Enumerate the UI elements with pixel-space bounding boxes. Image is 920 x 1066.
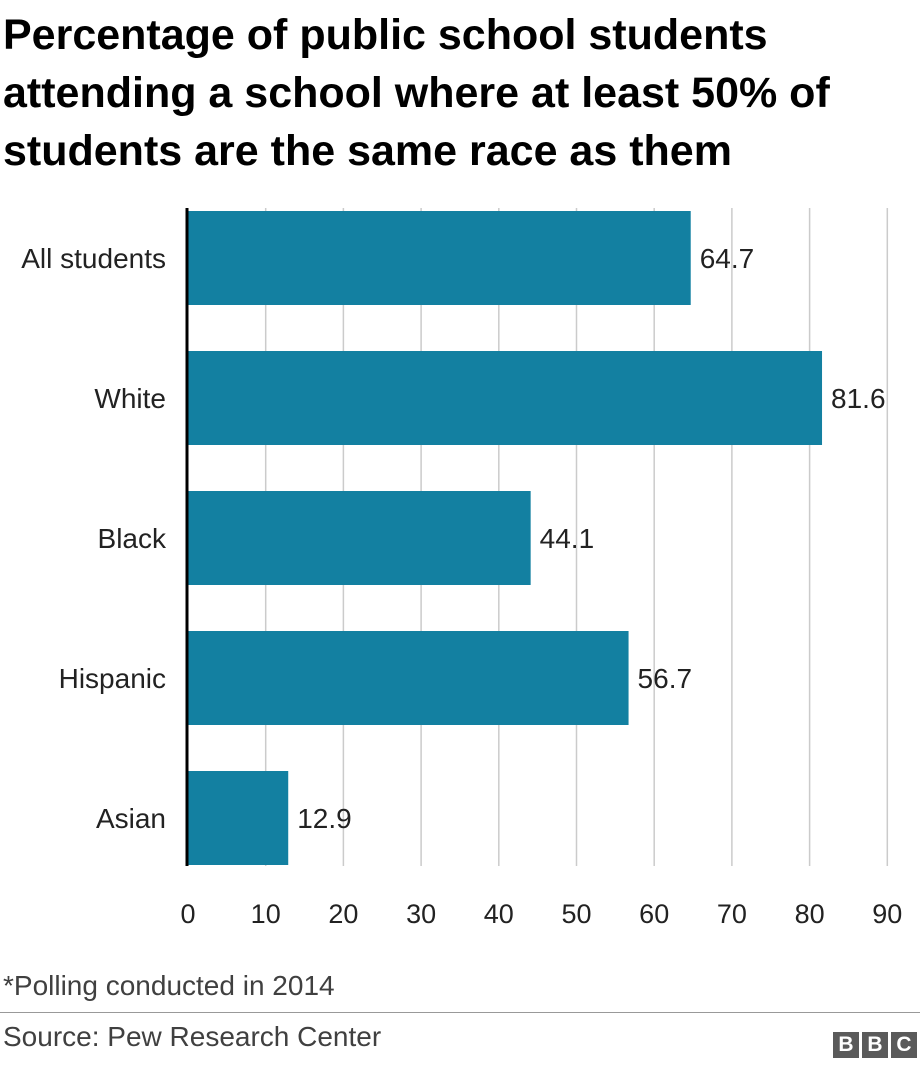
x-tick-label: 60: [639, 899, 669, 929]
x-tick-label: 70: [717, 899, 747, 929]
category-label: White: [94, 383, 166, 414]
value-labels: 64.7 81.6 44.1 56.7 12.9: [297, 243, 885, 834]
x-tick-label: 0: [180, 899, 195, 929]
category-label: Hispanic: [59, 663, 166, 694]
bar-value-label: 44.1: [540, 523, 595, 554]
category-label: Black: [98, 523, 167, 554]
bars: [188, 211, 823, 865]
gridlines: [264, 208, 889, 866]
bar: [188, 351, 823, 445]
bar: [188, 631, 629, 725]
bar: [188, 491, 531, 585]
chart-title: Percentage of public school students att…: [3, 11, 830, 175]
footer-divider: [0, 1012, 920, 1013]
x-tick-label: 10: [251, 899, 281, 929]
x-tick-label: 20: [328, 899, 358, 929]
bbc-logo-block: B: [862, 1032, 888, 1058]
bbc-logo-block: C: [891, 1032, 917, 1058]
category-label: Asian: [96, 803, 166, 834]
bbc-logo: B B C: [833, 1032, 917, 1058]
bar: [188, 211, 691, 305]
x-tick-label: 30: [406, 899, 436, 929]
x-tick-label: 50: [561, 899, 591, 929]
category-label: All students: [21, 243, 166, 274]
x-tick-label: 90: [872, 899, 902, 929]
x-tick-labels: 0 10 20 30 40 50 60 70 80 90: [180, 899, 902, 929]
category-labels: All students White Black Hispanic Asian: [21, 243, 167, 834]
bar-value-label: 81.6: [831, 383, 886, 414]
bar-chart: All students White Black Hispanic Asian 64.7…: [21, 208, 902, 929]
x-tick-label: 80: [795, 899, 825, 929]
footnote: *Polling conducted in 2014: [3, 970, 335, 1001]
bbc-logo-block: B: [833, 1032, 859, 1058]
bar-value-label: 64.7: [700, 243, 755, 274]
bar-value-label: 12.9: [297, 803, 352, 834]
source-text: Source: Pew Research Center: [3, 1021, 382, 1052]
x-tick-label: 40: [484, 899, 514, 929]
bar: [188, 771, 289, 865]
bar-value-label: 56.7: [638, 663, 693, 694]
